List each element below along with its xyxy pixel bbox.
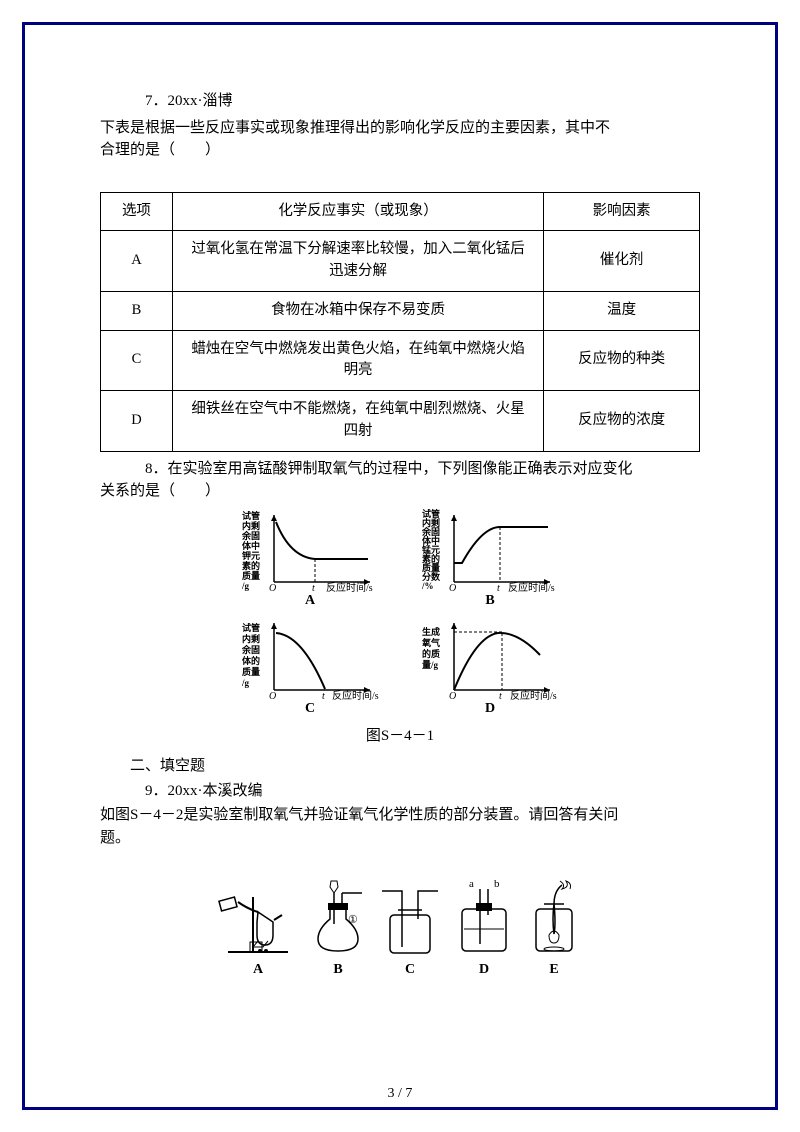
yA-l1: 试管: [242, 510, 260, 521]
svg-text:试管: 试管: [242, 622, 260, 633]
svg-text:反应时间/s: 反应时间/s: [508, 581, 555, 592]
svg-text:素的: 素的: [242, 560, 260, 571]
chart-row-2: 试管 内剩 余固 体的 质量 /g O t 反应时间/s: [240, 615, 560, 719]
q9-head: 9．20xx·本溪改编: [100, 780, 700, 803]
q9-line1: 如图S－4－2是实验室制取氧气并验证氧气化学性质的部分装置。请回答有关问: [100, 804, 700, 827]
svg-text:t: t: [497, 583, 500, 592]
svg-text:b: b: [494, 879, 500, 890]
svg-text:O: O: [449, 583, 456, 592]
chart-A: 试管 内剩 余固 体中 钾元 素的 质量 /g O: [240, 507, 380, 611]
q7-intro-2: 合理的是（ ）: [100, 139, 700, 162]
chart-B: 试管 内剩 余固 体中 锰元 素的 质量 分数 /%: [420, 507, 560, 611]
chart-B-svg: 试管 内剩 余固 体中 锰元 素的 质量 分数 /%: [420, 507, 560, 592]
table-row: C 蜡烛在空气中燃烧发出黄色火焰，在纯氧中燃烧火焰明亮 反应物的种类: [101, 330, 700, 391]
table-header-row: 选项 化学反应事实（或现象） 影响因素: [101, 192, 700, 231]
cell-opt: A: [101, 231, 173, 292]
svg-text:内剩: 内剩: [242, 633, 260, 644]
page-number: 3 / 7: [0, 1086, 800, 1102]
cell-factor: 反应物的浓度: [544, 391, 700, 452]
page-content: 7．20xx·淄博 下表是根据一些反应事实或现象推理得出的影响化学反应的主要因素…: [100, 90, 700, 1082]
svg-text:t: t: [499, 691, 502, 700]
th-opt: 选项: [101, 192, 173, 231]
svg-text:t: t: [322, 691, 325, 700]
apparatus-A: A: [218, 887, 298, 980]
svg-text:a: a: [469, 879, 474, 890]
svg-text:质量: 质量: [242, 666, 260, 677]
svg-text:量/g: 量/g: [422, 659, 439, 670]
svg-text:反应时间/s: 反应时间/s: [332, 689, 379, 700]
cell-factor: 催化剂: [544, 231, 700, 292]
svg-text:余固: 余固: [241, 530, 260, 541]
chart-C-svg: 试管 内剩 余固 体的 质量 /g O t 反应时间/s: [240, 615, 380, 700]
svg-text:O: O: [449, 691, 456, 700]
charts-figure: 试管 内剩 余固 体中 钾元 素的 质量 /g O: [100, 507, 700, 748]
svg-text:氧气: 氧气: [421, 637, 440, 648]
chart-A-label: A: [305, 590, 315, 611]
fig-caption-1: 图S－4－1: [366, 725, 434, 748]
cell-fact: 细铁丝在空气中不能燃烧，在纯氧中剧烈燃烧、火星四射: [172, 391, 543, 452]
svg-text:生成: 生成: [422, 626, 440, 637]
chart-D-label: D: [485, 698, 495, 719]
svg-text:反应时间/s: 反应时间/s: [510, 689, 557, 700]
section-2-title: 二、填空题: [100, 755, 700, 778]
svg-text:体的: 体的: [242, 655, 260, 666]
svg-text:内剩: 内剩: [242, 520, 260, 531]
svg-text:O: O: [269, 583, 276, 592]
q9-line2: 题。: [100, 827, 700, 850]
svg-text:/%: /%: [421, 581, 434, 591]
cell-opt: D: [101, 391, 173, 452]
svg-text:反应时间/s: 反应时间/s: [326, 581, 373, 592]
q7-head: 7．20xx·淄博: [100, 90, 700, 113]
svg-text:O: O: [269, 691, 276, 700]
svg-text:①: ①: [348, 914, 358, 926]
apparatus-figure: A ① B: [100, 879, 700, 980]
svg-text:/g: /g: [241, 581, 250, 591]
cell-factor: 反应物的种类: [544, 330, 700, 391]
cell-opt: B: [101, 291, 173, 330]
cell-fact: 过氧化氢在常温下分解速率比较慢，加入二氧化锰后迅速分解: [172, 231, 543, 292]
chart-C-label: C: [305, 698, 315, 719]
svg-text:/g: /g: [241, 678, 250, 688]
th-factor: 影响因素: [544, 192, 700, 231]
svg-text:体中: 体中: [242, 540, 260, 551]
cell-fact: 食物在冰箱中保存不易变质: [172, 291, 543, 330]
cell-fact: 蜡烛在空气中燃烧发出黄色火焰，在纯氧中燃烧火焰明亮: [172, 330, 543, 391]
q7-intro-1: 下表是根据一些反应事实或现象推理得出的影响化学反应的主要因素，其中不: [100, 117, 700, 140]
apparatus-E: E: [526, 879, 582, 980]
apparatus-D: a b D: [452, 879, 516, 980]
table-row: B 食物在冰箱中保存不易变质 温度: [101, 291, 700, 330]
cell-factor: 温度: [544, 291, 700, 330]
svg-text:钾元: 钾元: [242, 550, 260, 561]
q8-line1: 8．在实验室用高锰酸钾制取氧气的过程中，下列图像能正确表示对应变化: [100, 458, 700, 481]
chart-D-svg: 生成 氧气 的质 量/g O t 反应时间/s: [420, 615, 560, 700]
th-fact: 化学反应事实（或现象）: [172, 192, 543, 231]
apparatus-C: C: [378, 887, 442, 980]
chart-C: 试管 内剩 余固 体的 质量 /g O t 反应时间/s: [240, 615, 380, 719]
svg-text:的质: 的质: [422, 648, 440, 659]
chart-row-1: 试管 内剩 余固 体中 钾元 素的 质量 /g O: [240, 507, 560, 611]
table-row: D 细铁丝在空气中不能燃烧，在纯氧中剧烈燃烧、火星四射 反应物的浓度: [101, 391, 700, 452]
svg-text:余固: 余固: [241, 644, 260, 655]
table-row: A 过氧化氢在常温下分解速率比较慢，加入二氧化锰后迅速分解 催化剂: [101, 231, 700, 292]
chart-B-label: B: [485, 590, 494, 611]
svg-text:质量: 质量: [242, 570, 260, 581]
chart-A-svg: 试管 内剩 余固 体中 钾元 素的 质量 /g O: [240, 507, 380, 592]
q8-line2: 关系的是（ ）: [100, 480, 700, 503]
chart-D: 生成 氧气 的质 量/g O t 反应时间/s D: [420, 615, 560, 719]
cell-opt: C: [101, 330, 173, 391]
q7-table: 选项 化学反应事实（或现象） 影响因素 A 过氧化氢在常温下分解速率比较慢，加入…: [100, 192, 700, 452]
apparatus-B: ① B: [308, 879, 368, 980]
